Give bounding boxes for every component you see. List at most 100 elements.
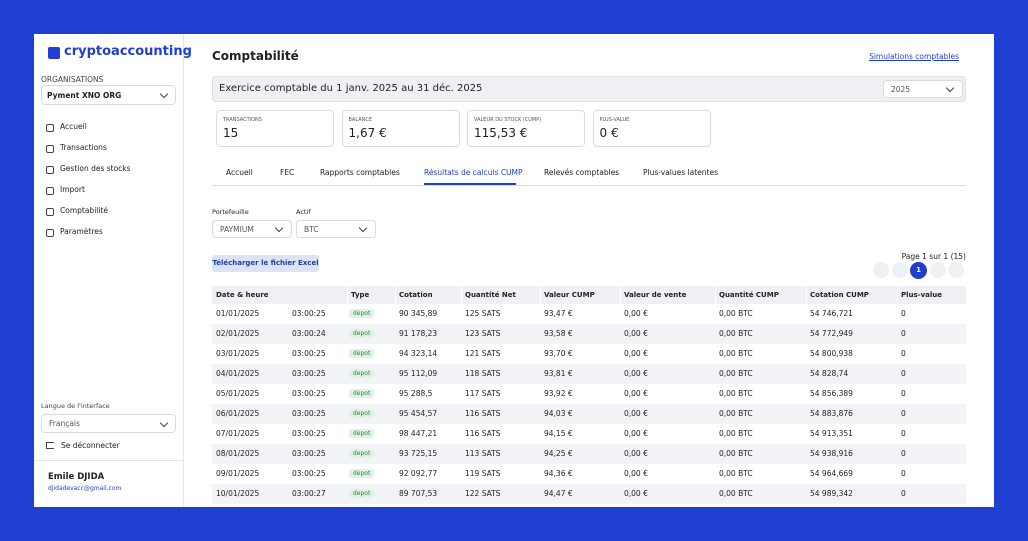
asset-select[interactable]: BTC bbox=[296, 220, 376, 238]
first-page[interactable] bbox=[873, 262, 889, 278]
column-divider bbox=[620, 286, 621, 304]
cell: 0,00 BTC bbox=[719, 469, 753, 478]
nav-icon bbox=[46, 208, 54, 216]
cell: 0,00 € bbox=[624, 449, 648, 458]
cell: 95 112,09 bbox=[399, 369, 438, 378]
table-header bbox=[212, 286, 966, 304]
portfolio-label: Portefeuille bbox=[212, 208, 249, 216]
type-badge: depot bbox=[349, 409, 375, 418]
stat-card: TRANSACTIONS 15 bbox=[216, 110, 334, 147]
cell: 95 454,57 bbox=[399, 409, 438, 418]
cell: 93,70 € bbox=[544, 349, 573, 358]
asset-label: Actif bbox=[296, 208, 311, 216]
cell: 10/01/2025 bbox=[216, 489, 260, 498]
cell: 0,00 BTC bbox=[719, 489, 753, 498]
column-header: Valeur de vente bbox=[624, 291, 687, 299]
cell: 94,36 € bbox=[544, 469, 573, 478]
cell: 0,00 € bbox=[624, 409, 648, 418]
row-bg bbox=[212, 324, 966, 344]
cell: 91 178,23 bbox=[399, 329, 438, 338]
cell: 54 938,916 bbox=[810, 449, 853, 458]
cell: 0 bbox=[901, 489, 906, 498]
cell: 54 746,721 bbox=[810, 309, 853, 318]
divider bbox=[34, 460, 184, 461]
stat-card: VALEUR DU STOCK (CUMP) 115,53 € bbox=[467, 110, 585, 147]
cell: 03:00:25 bbox=[292, 389, 326, 398]
cell: 0 bbox=[901, 429, 906, 438]
cell: 0,00 BTC bbox=[719, 389, 753, 398]
stat-label: TRANSACTIONS bbox=[223, 117, 262, 123]
cell: 0,00 € bbox=[624, 309, 648, 318]
cell: 07/01/2025 bbox=[216, 429, 260, 438]
type-badge: depot bbox=[349, 389, 375, 398]
cell: 03:00:24 bbox=[292, 329, 326, 338]
cell: 0,00 BTC bbox=[719, 309, 753, 318]
cell: 03:00:25 bbox=[292, 369, 326, 378]
nav-item[interactable]: Gestion des stocks bbox=[60, 164, 131, 173]
type-badge: depot bbox=[349, 349, 375, 358]
lang-value: Français bbox=[49, 419, 80, 428]
nav-icon bbox=[46, 166, 54, 174]
asset-value: BTC bbox=[304, 225, 319, 234]
tab[interactable]: Accueil bbox=[226, 168, 253, 177]
stat-card: PLUS-VALUE 0 € bbox=[592, 110, 711, 147]
cell: 0 bbox=[901, 469, 906, 478]
org-value: Pyment XNO ORG bbox=[47, 91, 122, 100]
cell: 90 345,89 bbox=[399, 309, 438, 318]
type-badge: depot bbox=[349, 309, 375, 318]
portfolio-select[interactable]: PAYMIUM bbox=[212, 220, 292, 238]
nav-item[interactable]: Paramètres bbox=[60, 227, 103, 236]
user-email: djidadevacc@gmail.com bbox=[48, 485, 122, 492]
cell: 93,47 € bbox=[544, 309, 573, 318]
cell: 117 SATS bbox=[465, 389, 501, 398]
tab[interactable]: Rapports comptables bbox=[320, 168, 400, 177]
tab[interactable]: Plus-values latentes bbox=[643, 168, 718, 177]
cell: 0 bbox=[901, 349, 906, 358]
cell: 0,00 € bbox=[624, 329, 648, 338]
cell: 54 800,938 bbox=[810, 349, 853, 358]
column-divider bbox=[897, 286, 898, 304]
chevron bbox=[159, 418, 169, 428]
org-select[interactable]: Pyment XNO ORG bbox=[41, 85, 176, 105]
tab[interactable]: FEC bbox=[280, 168, 295, 177]
nav-icon bbox=[46, 229, 54, 237]
logout[interactable]: Se déconnecter bbox=[61, 441, 120, 450]
tab[interactable]: Résultats de calculs CUMP bbox=[424, 168, 523, 177]
type-badge: depot bbox=[349, 489, 375, 498]
prev-page[interactable] bbox=[892, 262, 908, 278]
cell: 54 989,342 bbox=[810, 489, 853, 498]
cell: 0,00 BTC bbox=[719, 369, 753, 378]
column-divider bbox=[347, 286, 348, 304]
cell: 118 SATS bbox=[465, 369, 501, 378]
next-page[interactable] bbox=[930, 262, 946, 278]
cell: 0,00 € bbox=[624, 369, 648, 378]
cell: 54 772,949 bbox=[810, 329, 853, 338]
logo-icon bbox=[48, 47, 60, 59]
lang-select[interactable]: Français bbox=[41, 414, 176, 433]
nav-item[interactable]: Comptabilité bbox=[60, 206, 108, 215]
tab[interactable]: Relevés comptables bbox=[544, 168, 620, 177]
cell: 0,00 BTC bbox=[719, 349, 753, 358]
cell: 0,00 BTC bbox=[719, 449, 753, 458]
last-page[interactable] bbox=[948, 262, 964, 278]
exercise-bar: Exercice comptable du 1 janv. 2025 au 31… bbox=[212, 76, 966, 102]
download-button[interactable]: Télécharger le fichier Excel bbox=[212, 255, 319, 272]
cell: 03:00:25 bbox=[292, 449, 326, 458]
nav-item[interactable]: Transactions bbox=[60, 143, 107, 152]
column-header: Cotation CUMP bbox=[810, 291, 869, 299]
type-badge: depot bbox=[349, 329, 375, 338]
cell: 03:00:25 bbox=[292, 349, 326, 358]
simulations-link[interactable]: Simulations comptables bbox=[869, 52, 959, 61]
row-bg bbox=[212, 404, 966, 424]
stat-value: 15 bbox=[223, 126, 239, 140]
column-divider bbox=[540, 286, 541, 304]
logo: cryptoaccounting bbox=[64, 44, 192, 59]
type-badge: depot bbox=[349, 369, 375, 378]
current-page[interactable]: 1 bbox=[910, 262, 927, 279]
nav-item[interactable]: Import bbox=[60, 185, 85, 194]
row-bg bbox=[212, 364, 966, 384]
nav-item[interactable]: Accueil bbox=[60, 122, 87, 131]
cell: 95 288,5 bbox=[399, 389, 433, 398]
year-select[interactable]: 2025 bbox=[883, 80, 963, 98]
type-badge: depot bbox=[349, 469, 375, 478]
